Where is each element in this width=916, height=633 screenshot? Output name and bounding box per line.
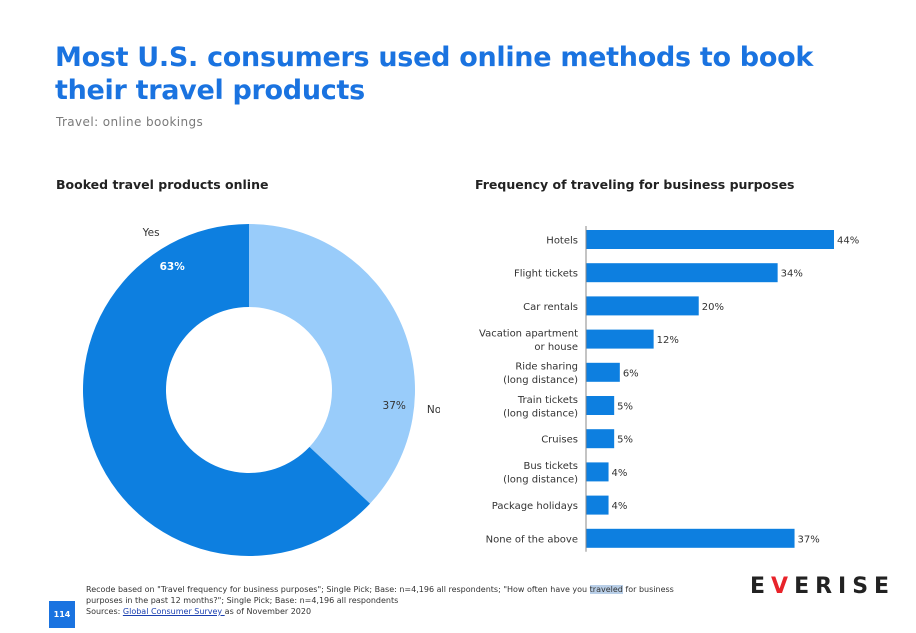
sources-label: Sources:: [86, 607, 123, 616]
bar-7: [586, 462, 609, 482]
bar-value-label-7: 4%: [612, 468, 628, 479]
bar-value-label-5: 5%: [617, 402, 633, 413]
bar-2: [586, 296, 699, 316]
bar-category-line: Bus tickets: [523, 461, 578, 472]
sources-date: as of November 2020: [224, 607, 312, 616]
bar-category-label-5: Train tickets (long distance): [503, 395, 578, 420]
bar-value-label-1: 34%: [781, 269, 803, 280]
donut-category-label-no: No: [427, 404, 440, 416]
page-subtitle: Travel: online bookings: [56, 115, 204, 129]
page-number: 114: [49, 601, 75, 628]
bar-category-label-4: Ride sharing (long distance): [503, 362, 578, 387]
logo-letter-e: E: [750, 574, 772, 599]
bar-category-line: or house: [534, 342, 578, 353]
bar-category-line: Package holidays: [492, 501, 578, 512]
bar-category-label-6: Cruises: [541, 435, 578, 446]
bar-4: [586, 362, 620, 382]
donut-chart: 37% No 63% Yes: [82, 224, 440, 556]
bar-3: [586, 329, 654, 349]
donut-chart-title: Booked travel products online: [56, 177, 269, 192]
bar-1: [586, 263, 778, 283]
footnote-text-cont: for business purposes in the past 12 mon…: [86, 585, 674, 605]
bar-category-label-2: Car rentals: [523, 302, 578, 313]
bar-9: [586, 528, 795, 548]
bar-category-label-0: Hotels: [546, 236, 578, 247]
bar-8: [586, 495, 609, 515]
footnote-text: Recode based on "Travel frequency for bu…: [86, 585, 590, 594]
donut-value-label-no: 37%: [383, 400, 406, 412]
donut-value-label-yes: 63%: [160, 261, 186, 273]
bar-value-label-2: 20%: [702, 302, 724, 313]
bar-value-label-0: 44%: [837, 236, 859, 247]
bar-category-line: Train tickets: [517, 395, 578, 406]
bar-category-line: Ride sharing: [515, 362, 578, 373]
bar-category-label-1: Flight tickets: [514, 269, 578, 280]
bar-category-line: Vacation apartment: [479, 328, 578, 339]
bar-category-line: (long distance): [503, 375, 578, 386]
bar-chart: 44% Hotels 34% Flight tickets 20% Car rentals…: [479, 226, 859, 552]
bar-chart-title: Frequency of traveling for business purp…: [475, 177, 795, 192]
page-title: Most U.S. consumers used online methods …: [55, 42, 813, 106]
everise-logo: EVERISE: [750, 574, 890, 604]
bar-category-line: None of the above: [486, 534, 578, 545]
logo-letters-rest: ERISE: [794, 574, 896, 599]
bar-value-label-9: 37%: [798, 534, 820, 545]
bar-category-line: Flight tickets: [514, 269, 578, 280]
bar-category-line: Cruises: [541, 435, 578, 446]
bar-5: [586, 396, 615, 415]
bar-category-label-7: Bus tickets (long distance): [503, 461, 578, 486]
bar-category-label-8: Package holidays: [492, 501, 578, 512]
footnote: Recode based on "Travel frequency for bu…: [86, 584, 686, 617]
sources-link[interactable]: Global Consumer Survey: [122, 607, 225, 616]
bar-0: [586, 230, 834, 249]
bar-category-line: Car rentals: [523, 302, 578, 313]
bar-category-line: Hotels: [546, 236, 578, 247]
bar-value-label-8: 4%: [612, 501, 628, 512]
donut-slice-no: [249, 224, 415, 504]
bar-category-line: (long distance): [503, 408, 578, 419]
footnote-highlight: traveled: [589, 585, 623, 594]
donut-slice-yes: [82, 224, 371, 556]
bar-category-label-3: Vacation apartment or house: [479, 328, 578, 353]
bar-6: [586, 429, 615, 449]
donut-category-label-yes: Yes: [142, 227, 160, 239]
bar-value-label-3: 12%: [657, 335, 679, 346]
bar-category-label-9: None of the above: [486, 534, 578, 545]
bar-category-line: (long distance): [503, 475, 578, 486]
logo-letter-v: V: [771, 574, 795, 599]
bar-value-label-6: 5%: [617, 435, 633, 446]
bar-value-label-4: 6%: [623, 368, 639, 379]
